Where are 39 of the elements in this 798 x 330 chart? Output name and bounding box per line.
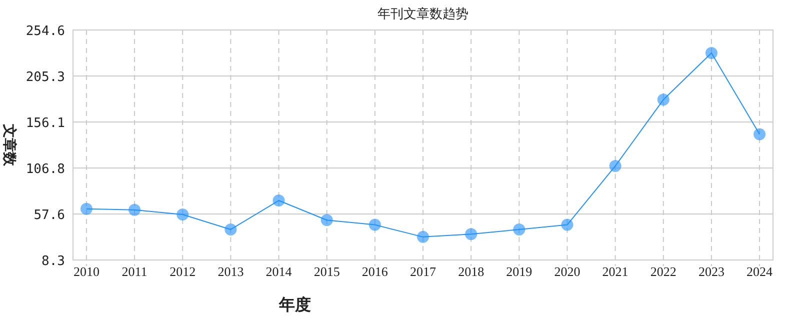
- x-tick-label: 2015: [314, 264, 340, 279]
- x-tick-label: 2016: [362, 264, 388, 279]
- point: [80, 202, 92, 215]
- x-tick-label: 2017: [410, 264, 436, 279]
- point: [465, 228, 478, 240]
- x-tick-label: 2019: [506, 264, 532, 279]
- point: [128, 204, 141, 216]
- chart-title: 年刊文章数趋势: [378, 7, 468, 22]
- x-tick-label: 2021: [602, 264, 628, 279]
- point: [176, 208, 189, 221]
- point: [754, 128, 766, 140]
- point: [657, 94, 670, 106]
- x-tick-label: 2018: [458, 264, 484, 279]
- point: [224, 223, 237, 236]
- point: [320, 214, 333, 226]
- point: [561, 218, 574, 231]
- x-tick-label: 2020: [554, 264, 580, 279]
- x-tick-label: 2022: [650, 264, 676, 279]
- point: [368, 218, 381, 231]
- y-tick-label: 205.3: [26, 70, 65, 86]
- point: [272, 194, 285, 207]
- x-tick-label: 2023: [698, 264, 724, 279]
- y-tick-label: 156.1: [26, 116, 65, 131]
- point: [513, 223, 526, 236]
- y-tick-label: 106.8: [26, 162, 65, 178]
- y-axis-title: 文章数: [1, 123, 18, 167]
- y-tick-label: 8.3: [42, 254, 65, 269]
- y-tick-label: 254.6: [26, 24, 65, 39]
- y-tick-label: 57.6: [34, 208, 65, 223]
- x-tick-label: 2024: [746, 264, 774, 279]
- x-tick-label: 2014: [266, 264, 292, 279]
- x-axis-title: 年度: [278, 295, 311, 314]
- x-tick-label: 2013: [218, 264, 244, 279]
- point: [609, 160, 622, 172]
- x-tick-label: 2010: [73, 264, 100, 279]
- point: [417, 230, 429, 243]
- point: [705, 46, 718, 59]
- x-tick-label: 2011: [122, 264, 148, 279]
- x-tick-label: 2012: [170, 264, 196, 279]
